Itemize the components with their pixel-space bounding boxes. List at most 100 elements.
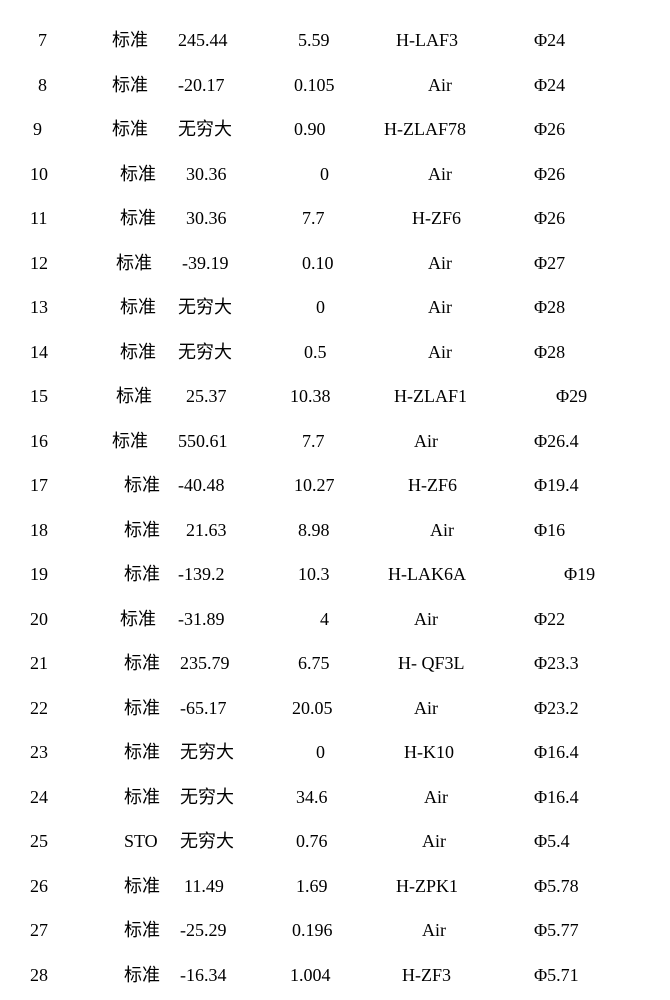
- table-row: 24标准无穷大34.6AirΦ16.4: [30, 775, 640, 820]
- radius-value: 无穷大: [170, 775, 274, 820]
- diameter-value: Φ23.3: [534, 641, 634, 686]
- radius-value: 550.61: [170, 419, 274, 464]
- thickness-value: 8.98: [274, 508, 384, 553]
- surface-number: 19: [30, 552, 112, 597]
- material-value: Air: [384, 241, 534, 286]
- material-value: Air: [384, 419, 534, 464]
- thickness-value: 0.76: [274, 819, 384, 864]
- table-row: 9标准无穷大0.90H-ZLAF78Φ26: [30, 107, 640, 152]
- surface-number: 15: [30, 374, 112, 419]
- thickness-value: 34.6: [274, 775, 384, 820]
- radius-value: 无穷大: [170, 330, 274, 375]
- diameter-value: Φ22: [534, 597, 634, 642]
- surface-type: STO: [112, 819, 170, 864]
- thickness-value: 0: [274, 152, 384, 197]
- surface-type: 标准: [112, 730, 170, 775]
- surface-number: 16: [30, 419, 112, 464]
- surface-type: 标准: [112, 953, 170, 998]
- diameter-value: Φ27: [534, 241, 634, 286]
- table-row: 28标准-16.341.004H-ZF3Φ5.71: [30, 953, 640, 998]
- diameter-value: Φ5.4: [534, 819, 634, 864]
- surface-type: 标准: [112, 330, 170, 375]
- surface-number: 14: [30, 330, 112, 375]
- table-row: 7标准245.445.59H-LAF3Φ24: [30, 18, 640, 63]
- surface-type: 标准: [112, 597, 170, 642]
- surface-number: 11: [30, 196, 112, 241]
- surface-type: 标准: [112, 63, 170, 108]
- radius-value: 无穷大: [170, 819, 274, 864]
- radius-value: 11.49: [170, 864, 274, 909]
- material-value: Air: [384, 819, 534, 864]
- material-value: H-K10: [384, 730, 534, 775]
- radius-value: 245.44: [170, 18, 274, 63]
- optical-data-table: 7标准245.445.59H-LAF3Φ248标准-20.170.105AirΦ…: [0, 0, 670, 997]
- surface-type: 标准: [112, 374, 170, 419]
- diameter-value: Φ23.2: [534, 686, 634, 731]
- surface-type: 标准: [112, 107, 170, 152]
- material-value: Air: [384, 775, 534, 820]
- surface-number: 17: [30, 463, 112, 508]
- table-row: 26标准11.491.69H-ZPK1Φ5.78: [30, 864, 640, 909]
- thickness-value: 0.105: [274, 63, 384, 108]
- radius-value: -31.89: [170, 597, 274, 642]
- surface-number: 7: [30, 18, 112, 63]
- surface-number: 9: [30, 107, 112, 152]
- thickness-value: 0.90: [274, 107, 384, 152]
- diameter-value: Φ19.4: [534, 463, 634, 508]
- material-value: H-ZF3: [384, 953, 534, 998]
- material-value: Air: [384, 285, 534, 330]
- thickness-value: 0: [274, 285, 384, 330]
- thickness-value: 10.38: [274, 374, 384, 419]
- material-value: Air: [384, 686, 534, 731]
- table-row: 17标准-40.4810.27H-ZF6Φ19.4: [30, 463, 640, 508]
- material-value: H-LAF3: [384, 18, 534, 63]
- surface-type: 标准: [112, 775, 170, 820]
- thickness-value: 10.3: [274, 552, 384, 597]
- radius-value: 无穷大: [170, 730, 274, 775]
- material-value: H-ZLAF1: [384, 374, 534, 419]
- diameter-value: Φ26: [534, 107, 634, 152]
- material-value: Air: [384, 63, 534, 108]
- surface-number: 27: [30, 908, 112, 953]
- surface-number: 18: [30, 508, 112, 553]
- diameter-value: Φ26: [534, 196, 634, 241]
- radius-value: -139.2: [170, 552, 274, 597]
- thickness-value: 1.69: [274, 864, 384, 909]
- radius-value: 30.36: [170, 196, 274, 241]
- material-value: Air: [384, 508, 534, 553]
- surface-number: 12: [30, 241, 112, 286]
- radius-value: -20.17: [170, 63, 274, 108]
- diameter-value: Φ5.77: [534, 908, 634, 953]
- surface-type: 标准: [112, 641, 170, 686]
- diameter-value: Φ16.4: [534, 730, 634, 775]
- material-value: H-ZF6: [384, 196, 534, 241]
- surface-type: 标准: [112, 419, 170, 464]
- diameter-value: Φ19: [534, 552, 634, 597]
- surface-type: 标准: [112, 686, 170, 731]
- material-value: Air: [384, 152, 534, 197]
- radius-value: -25.29: [170, 908, 274, 953]
- table-row: 8标准-20.170.105AirΦ24: [30, 63, 640, 108]
- surface-number: 28: [30, 953, 112, 998]
- thickness-value: 10.27: [274, 463, 384, 508]
- surface-type: 标准: [112, 463, 170, 508]
- table-row: 20标准-31.894AirΦ22: [30, 597, 640, 642]
- table-row: 18标准21.638.98AirΦ16: [30, 508, 640, 553]
- table-row: 27标准-25.290.196AirΦ5.77: [30, 908, 640, 953]
- surface-number: 23: [30, 730, 112, 775]
- material-value: Air: [384, 597, 534, 642]
- radius-value: -16.34: [170, 953, 274, 998]
- material-value: H-ZPK1: [384, 864, 534, 909]
- surface-number: 24: [30, 775, 112, 820]
- thickness-value: 7.7: [274, 196, 384, 241]
- radius-value: -65.17: [170, 686, 274, 731]
- table-row: 19标准-139.210.3H-LAK6AΦ19: [30, 552, 640, 597]
- material-value: Air: [384, 330, 534, 375]
- table-row: 11标准30.367.7H-ZF6Φ26: [30, 196, 640, 241]
- thickness-value: 0.5: [274, 330, 384, 375]
- surface-type: 标准: [112, 508, 170, 553]
- table-row: 23标准无穷大0H-K10Φ16.4: [30, 730, 640, 775]
- surface-type: 标准: [112, 908, 170, 953]
- thickness-value: 0: [274, 730, 384, 775]
- radius-value: -39.19: [170, 241, 274, 286]
